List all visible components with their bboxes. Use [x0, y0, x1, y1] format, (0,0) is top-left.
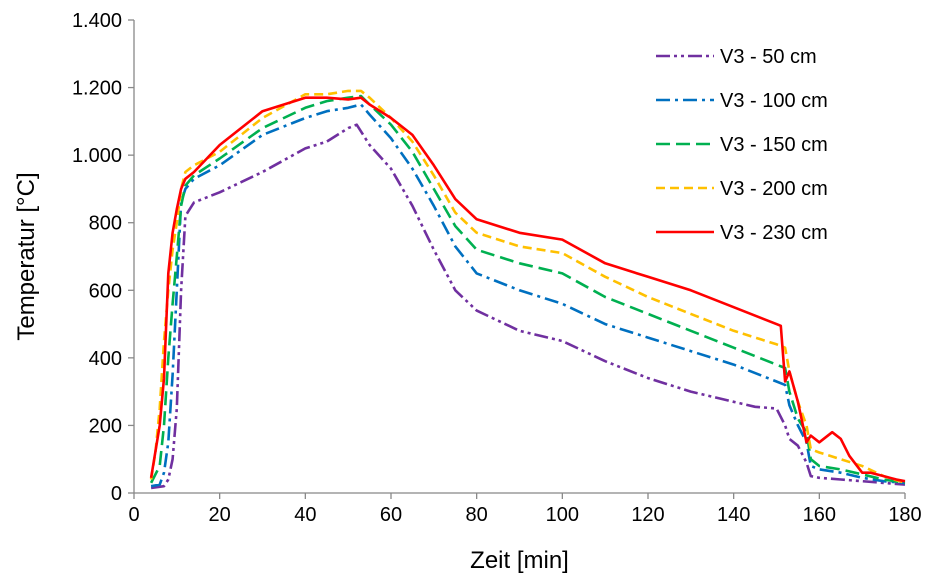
- y-axis-title: Temperatur [°C]: [13, 172, 40, 340]
- y-tick-label: 1.400: [72, 10, 122, 32]
- series-line-4: [149, 89, 906, 485]
- y-tick-label: 800: [89, 213, 122, 235]
- x-tick-label: 40: [294, 504, 316, 526]
- y-tick-label: 400: [89, 348, 122, 370]
- series-line-1: [150, 123, 906, 490]
- x-tick-label: 160: [803, 504, 836, 526]
- x-tick-label: 0: [128, 504, 139, 526]
- series-line-5: [149, 96, 906, 483]
- plot-lines: [149, 89, 906, 490]
- legend-label-1: V3 - 50 cm: [720, 46, 817, 68]
- legend-label-2: V3 - 100 cm: [720, 90, 828, 112]
- y-tick-label: 1.200: [72, 78, 122, 100]
- legend-label-4: V3 - 200 cm: [720, 178, 828, 200]
- x-tick-label: 20: [209, 504, 231, 526]
- legend-label-5: V3 - 230 cm: [720, 222, 828, 244]
- x-tick-label: 100: [546, 504, 579, 526]
- y-ticks: 0 200 400 600 800 1.000 1.200 1.400: [72, 10, 134, 505]
- x-tick-label: 140: [717, 504, 750, 526]
- x-tick-label: 180: [888, 504, 921, 526]
- x-ticks: 0 20 40 60 80 100 120 140 160 180: [128, 493, 922, 526]
- legend-label-3: V3 - 150 cm: [720, 134, 828, 156]
- y-tick-label: 600: [89, 280, 122, 302]
- x-tick-label: 80: [466, 504, 488, 526]
- x-axis-title: Zeit [min]: [470, 547, 569, 574]
- x-tick-label: 120: [631, 504, 664, 526]
- legend: V3 - 50 cm V3 - 100 cm V3 - 150 cm V3 - 200…: [656, 46, 828, 244]
- x-tick-label: 60: [380, 504, 402, 526]
- series-line-2: [150, 103, 906, 488]
- y-tick-label: 200: [89, 415, 122, 437]
- y-tick-label: 1.000: [72, 145, 122, 167]
- y-tick-label: 0: [111, 483, 122, 505]
